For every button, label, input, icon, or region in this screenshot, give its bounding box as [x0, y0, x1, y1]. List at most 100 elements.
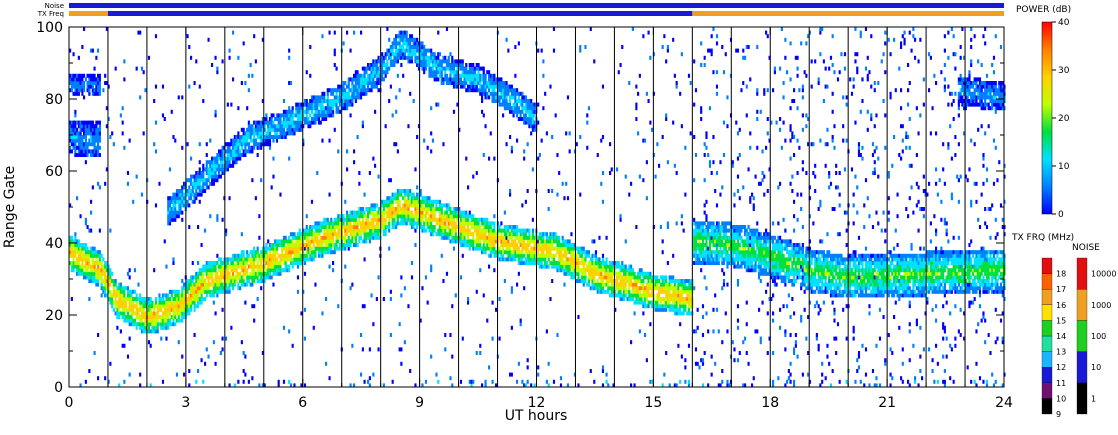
heatmap-cell	[98, 77, 101, 82]
heatmap-cell	[458, 77, 461, 82]
heatmap-cell	[416, 203, 419, 208]
heatmap-cell	[502, 95, 505, 100]
heatmap-cell	[111, 304, 114, 309]
heatmap-cell	[452, 214, 456, 219]
heatmap-cell	[265, 120, 268, 125]
heatmap-cell	[365, 217, 368, 222]
heatmap-cell	[568, 239, 571, 244]
heatmap-cell	[354, 99, 357, 103]
heatmap-cell	[312, 250, 315, 255]
heatmap-cell	[467, 217, 470, 222]
heatmap-cell	[240, 275, 243, 280]
heatmap-cell	[167, 196, 170, 201]
heatmap-cell	[74, 153, 77, 157]
heatmap-cell	[459, 225, 463, 229]
heatmap-cell	[107, 117, 110, 121]
heatmap-cell	[114, 279, 117, 283]
heatmap-cell	[489, 221, 492, 226]
heatmap-cell	[452, 63, 456, 67]
heatmap-cell	[517, 106, 520, 111]
heatmap-cell	[219, 167, 222, 172]
heatmap-cell	[240, 138, 243, 143]
heatmap-cell	[351, 88, 354, 93]
heatmap-cell	[147, 55, 151, 60]
heatmap-cell	[195, 282, 198, 287]
heatmap-cell	[332, 228, 335, 233]
heatmap-cell	[416, 45, 419, 49]
heatmap-cell	[593, 268, 596, 273]
heatmap-cell	[468, 63, 471, 67]
heatmap-cell	[461, 228, 464, 233]
heatmap-cell	[221, 286, 224, 291]
heatmap-cell	[533, 383, 536, 388]
heatmap-cell	[358, 239, 361, 244]
heatmap-cell	[183, 181, 186, 186]
heatmap-cell	[474, 239, 477, 244]
heatmap-cell	[253, 34, 256, 39]
heatmap-cell	[605, 261, 608, 265]
heatmap-cell	[312, 325, 315, 330]
heatmap-cell	[339, 232, 342, 237]
heatmap-cell	[507, 253, 510, 258]
heatmap-cell	[126, 318, 130, 323]
heatmap-cell	[337, 95, 340, 100]
heatmap-cell	[109, 271, 112, 276]
heatmap-cell	[402, 196, 405, 201]
heatmap-cell	[154, 329, 158, 334]
heatmap-cell	[109, 297, 112, 301]
heatmap-cell	[190, 196, 193, 201]
heatmap-cell	[484, 73, 487, 78]
heatmap-cell	[98, 145, 101, 150]
heatmap-cell	[77, 145, 80, 150]
heatmap-cell	[298, 257, 301, 262]
heatmap-cell	[438, 52, 442, 57]
heatmap-cell	[142, 307, 145, 312]
heatmap-cell	[76, 81, 79, 85]
heatmap-cell	[314, 253, 317, 258]
heatmap-cell	[139, 293, 142, 298]
heatmap-cell	[542, 235, 545, 240]
heatmap-cell	[216, 214, 219, 219]
heatmap-cell	[114, 297, 117, 301]
heatmap-cell	[409, 214, 412, 219]
heatmap-cell	[258, 124, 261, 129]
heatmap-cell	[188, 178, 191, 183]
heatmap-cell	[254, 253, 257, 258]
heatmap-cell	[70, 297, 73, 301]
heatmap-cell	[219, 156, 222, 161]
heatmap-cell	[410, 217, 414, 222]
heatmap-cell	[309, 253, 312, 258]
heatmap-cell	[289, 109, 293, 114]
heatmap-cell	[600, 181, 603, 186]
heatmap-cell	[70, 131, 73, 136]
heatmap-cell	[300, 113, 303, 118]
heatmap-cell	[430, 210, 433, 215]
heatmap-cell	[84, 127, 87, 132]
heatmap-cell	[235, 261, 238, 265]
heatmap-cell	[386, 70, 389, 75]
heatmap-cell	[351, 99, 354, 103]
heatmap-cell	[188, 307, 191, 312]
heatmap-cell	[260, 286, 263, 291]
heatmap-cell	[381, 214, 384, 219]
heatmap-cell	[181, 185, 184, 190]
heatmap-cell	[84, 131, 87, 136]
heatmap-cell	[428, 221, 431, 226]
heatmap-cell	[323, 232, 326, 237]
heatmap-cell	[430, 70, 433, 75]
heatmap-cell	[382, 59, 385, 64]
heatmap-cell	[514, 232, 517, 237]
heatmap-cell	[410, 55, 414, 60]
heatmap-cell	[430, 131, 433, 136]
heatmap-cell	[317, 99, 321, 103]
heatmap-cell	[477, 243, 480, 247]
heatmap-cell	[316, 246, 319, 251]
heatmap-cell	[601, 286, 605, 291]
heatmap-cell	[507, 91, 510, 96]
heatmap-cell	[405, 203, 408, 208]
heatmap-cell	[214, 264, 217, 269]
heatmap-cell	[317, 253, 321, 258]
heatmap-cell	[323, 225, 326, 229]
heatmap-cell	[212, 286, 215, 291]
heatmap-cell	[139, 300, 142, 305]
